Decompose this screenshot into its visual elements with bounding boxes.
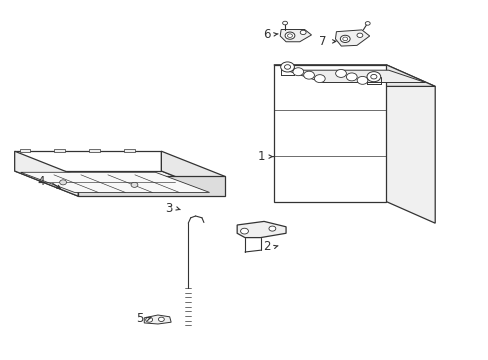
Text: 5: 5	[135, 312, 143, 325]
Polygon shape	[78, 176, 224, 196]
Polygon shape	[89, 149, 100, 152]
Circle shape	[356, 76, 367, 84]
Circle shape	[284, 65, 290, 69]
Circle shape	[285, 32, 294, 39]
FancyArrowPatch shape	[146, 318, 151, 320]
Circle shape	[314, 75, 325, 82]
FancyArrowPatch shape	[273, 246, 278, 248]
Circle shape	[292, 68, 303, 76]
Circle shape	[158, 317, 164, 321]
Text: 3: 3	[164, 202, 172, 215]
Polygon shape	[161, 151, 224, 196]
Text: 7: 7	[318, 35, 326, 48]
Circle shape	[131, 182, 138, 187]
FancyArrowPatch shape	[273, 33, 278, 36]
Text: 2: 2	[262, 240, 270, 253]
Polygon shape	[54, 149, 65, 152]
FancyArrowPatch shape	[268, 155, 273, 158]
Polygon shape	[237, 221, 285, 238]
Circle shape	[365, 22, 369, 25]
Polygon shape	[15, 151, 78, 196]
Polygon shape	[15, 151, 161, 171]
Polygon shape	[273, 65, 434, 86]
Polygon shape	[335, 30, 369, 46]
Polygon shape	[280, 30, 311, 42]
Polygon shape	[285, 70, 425, 82]
Circle shape	[346, 73, 356, 81]
Circle shape	[60, 180, 66, 185]
Polygon shape	[20, 172, 209, 192]
Polygon shape	[20, 149, 30, 152]
Circle shape	[282, 21, 287, 25]
Circle shape	[280, 62, 294, 72]
Text: 1: 1	[257, 150, 265, 163]
Text: 6: 6	[262, 28, 270, 41]
Circle shape	[300, 30, 305, 35]
FancyArrowPatch shape	[53, 183, 60, 189]
Circle shape	[303, 71, 314, 79]
Circle shape	[268, 226, 275, 231]
Polygon shape	[144, 315, 171, 324]
Polygon shape	[124, 149, 135, 152]
Circle shape	[366, 72, 380, 82]
Polygon shape	[15, 171, 224, 196]
Circle shape	[287, 34, 292, 37]
Circle shape	[356, 33, 362, 37]
Circle shape	[335, 69, 346, 77]
Polygon shape	[273, 65, 386, 202]
Polygon shape	[386, 65, 434, 223]
Circle shape	[240, 228, 248, 234]
Circle shape	[342, 37, 347, 41]
FancyArrowPatch shape	[176, 207, 180, 210]
FancyArrowPatch shape	[332, 40, 335, 43]
Circle shape	[370, 75, 376, 79]
Text: 4: 4	[38, 175, 45, 188]
Circle shape	[145, 317, 152, 322]
Circle shape	[340, 35, 349, 42]
